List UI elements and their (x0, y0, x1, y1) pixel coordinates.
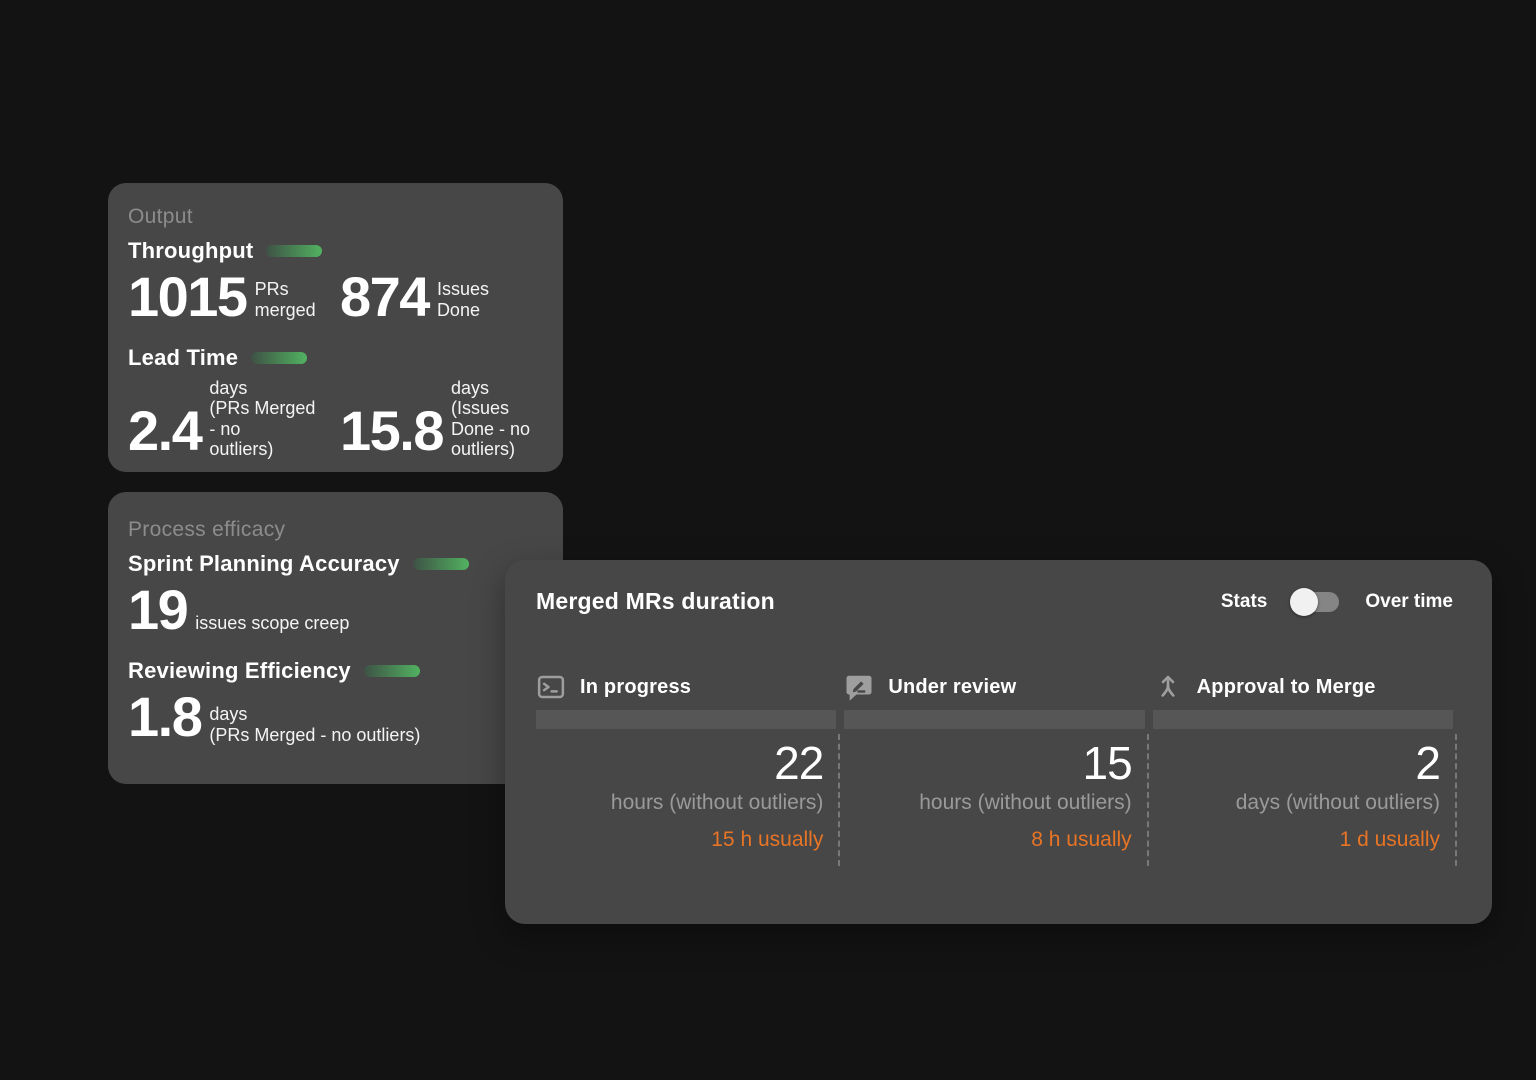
rate-review-icon (846, 675, 872, 701)
approval-to-merge-stats: 2 days (without outliers) 1 d usually (1153, 740, 1453, 852)
lead-time-label: Lead Time (128, 344, 239, 370)
duration-value: 2 (1415, 737, 1441, 789)
scope-creep-metric: 19 issues scope creep (128, 578, 349, 641)
reviewing-efficiency-trend-pill (363, 664, 420, 677)
column-divider (1455, 734, 1457, 866)
column-divider (1146, 734, 1149, 866)
metric-value: 2.4 (128, 399, 203, 463)
in-progress-bar (536, 710, 837, 729)
output-card: Output Throughput 1015 PRs merged 874 Is… (108, 183, 563, 472)
lead-time-header: Lead Time (128, 345, 539, 371)
usual-duration: 1 d usually (1339, 827, 1440, 851)
metric-value: 1.8 (128, 684, 203, 748)
column-divider (838, 734, 841, 866)
usual-duration: 15 h usually (711, 827, 824, 851)
duration-unit: days (without outliers) (1235, 790, 1440, 814)
metric-unit: days (Issues Done - no outliers) (451, 377, 531, 460)
metric-value: 19 (128, 578, 189, 641)
reviewing-efficiency-label: Reviewing Efficiency (128, 657, 351, 683)
duration-columns: In progress 22 hours (without outliers) … (536, 671, 1457, 866)
toggle-knob-icon (1290, 587, 1319, 616)
in-progress-column: In progress 22 hours (without outliers) … (536, 671, 841, 866)
sprint-accuracy-label: Sprint Planning Accuracy (128, 551, 400, 576)
lead-time-issues-metric: 15.8 days (Issues Done - no outliers) (340, 378, 539, 462)
usual-duration: 8 h usually (1031, 827, 1132, 851)
sprint-accuracy-header: Sprint Planning Accuracy (128, 551, 539, 577)
throughput-header: Throughput (128, 238, 539, 264)
merge-arrow-icon (1161, 675, 1175, 697)
view-mode-controls: Stats Over time (1220, 587, 1453, 616)
under-review-column: Under review 15 hours (without outliers)… (844, 671, 1149, 866)
merged-card-header: Merged MRs duration Stats Over time (536, 587, 1453, 616)
reviewing-efficiency-header: Reviewing Efficiency (128, 658, 539, 684)
metric-unit: Issues Done (436, 279, 489, 320)
stats-overtime-toggle[interactable] (1290, 587, 1340, 616)
approval-to-merge-column: Approval to Merge 2 days (without outlie… (1152, 671, 1457, 866)
metric-value: 1015 (128, 265, 248, 328)
reviewing-efficiency-values: 1.8 days (PRs Merged - no outliers) (128, 684, 539, 748)
metric-unit: days (PRs Merged - no outliers) (209, 377, 316, 460)
throughput-values: 1015 PRs merged 874 Issues Done (128, 265, 539, 328)
overtime-toggle-label[interactable]: Over time (1365, 590, 1453, 612)
approval-to-merge-label: Approval to Merge (1196, 675, 1376, 698)
metric-value: 15.8 (340, 399, 445, 463)
sprint-accuracy-trend-pill (412, 558, 469, 570)
lead-time-trend-pill (251, 351, 308, 364)
lead-time-values: 2.4 days (PRs Merged - no outliers) 15.8… (128, 378, 539, 462)
approval-to-merge-header: Approval to Merge (1153, 671, 1453, 703)
duration-unit: hours (without outliers) (610, 790, 824, 814)
terminal-icon (537, 675, 565, 699)
output-card-title: Output (128, 205, 193, 228)
process-efficacy-card: Process efficacy Sprint Planning Accurac… (108, 492, 563, 784)
lead-time-prs-metric: 2.4 days (PRs Merged - no outliers) (128, 378, 340, 462)
under-review-header: Under review (844, 671, 1144, 703)
duration-value: 15 (1082, 737, 1132, 789)
issues-done-metric: 874 Issues Done (340, 265, 539, 328)
in-progress-stats: 22 hours (without outliers) 15 h usually (536, 740, 836, 852)
under-review-bar (844, 710, 1145, 729)
process-card-title: Process efficacy (128, 518, 286, 541)
merged-card-title: Merged MRs duration (536, 588, 775, 614)
stats-toggle-label[interactable]: Stats (1220, 590, 1268, 612)
metric-unit: PRs merged (254, 279, 316, 320)
throughput-label: Throughput (128, 238, 254, 263)
duration-value: 22 (774, 737, 824, 789)
in-progress-header: In progress (536, 671, 836, 703)
duration-unit: hours (without outliers) (919, 790, 1132, 814)
under-review-label: Under review (888, 675, 1017, 698)
reviewing-days-metric: 1.8 days (PRs Merged - no outliers) (128, 684, 420, 748)
metric-value: 874 (340, 265, 430, 328)
sprint-accuracy-values: 19 issues scope creep (128, 578, 539, 641)
in-progress-label: In progress (580, 675, 692, 698)
approval-to-merge-bar (1152, 710, 1453, 729)
prs-merged-metric: 1015 PRs merged (128, 265, 340, 328)
under-review-stats: 15 hours (without outliers) 8 h usually (844, 740, 1144, 852)
throughput-trend-pill (266, 245, 323, 257)
merged-mrs-duration-card: Merged MRs duration Stats Over time (505, 560, 1492, 924)
metric-unit: days (PRs Merged - no outliers) (209, 704, 421, 745)
metric-unit: issues scope creep (195, 613, 350, 633)
